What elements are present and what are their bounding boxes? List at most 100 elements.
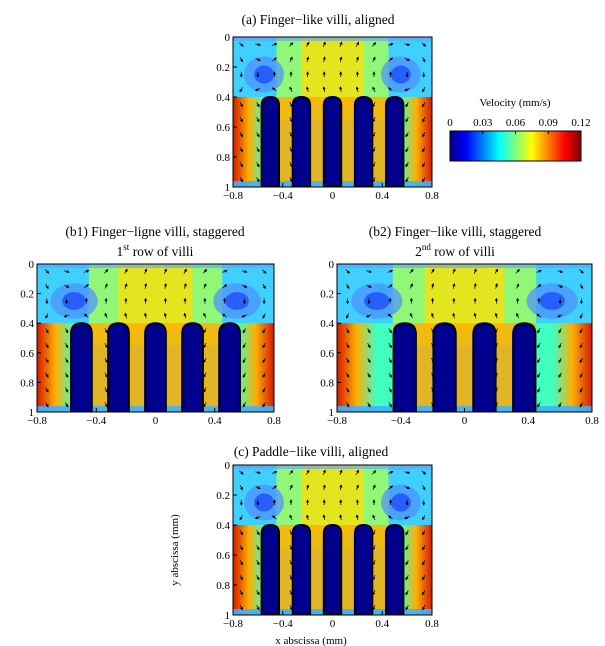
colorbar-tick-label: 0.09 <box>539 117 559 129</box>
y-tick-label: 0.8 <box>320 377 334 389</box>
panel-b1-title: (b1) Finger−ligne villi, staggered <box>65 224 245 239</box>
velocity-arrow <box>579 313 583 319</box>
villus <box>353 95 374 187</box>
velocity-arrow <box>422 515 426 521</box>
y-tick-label: 0.6 <box>216 550 230 562</box>
velocity-arrow <box>409 312 413 319</box>
velocity-arrow <box>557 314 563 318</box>
velocity-arrow <box>242 372 246 378</box>
velocity-arrow <box>405 147 409 153</box>
velocity-arrow <box>262 357 266 364</box>
y-tick-label: 0.8 <box>20 377 34 389</box>
heatmap-field <box>37 264 274 412</box>
villus <box>432 322 457 412</box>
velocity-arrow <box>537 372 541 378</box>
velocity-arrow <box>537 387 541 393</box>
velocity-arrow <box>388 57 394 62</box>
velocity-arrow <box>431 328 435 334</box>
velocity-arrow <box>104 402 108 408</box>
velocity-arrow <box>516 283 520 289</box>
velocity-arrow <box>322 41 326 47</box>
velocity-arrow <box>289 147 293 153</box>
velocity-arrow <box>104 328 108 334</box>
velocity-arrow <box>452 268 456 274</box>
velocity-arrow <box>494 372 498 378</box>
velocity-arrow <box>289 590 293 596</box>
velocity-arrow <box>558 328 562 334</box>
y-tick-label: 0.2 <box>20 289 34 301</box>
velocity-arrow <box>387 269 394 273</box>
vortex-core <box>225 292 249 310</box>
velocity-arrow <box>355 86 359 93</box>
vortex-core <box>254 65 275 84</box>
velocity-arrow <box>579 283 583 290</box>
velocity-arrow <box>558 343 562 349</box>
velocity-arrow <box>388 357 392 364</box>
velocity-arrow <box>256 545 260 551</box>
velocity-arrow <box>494 312 498 319</box>
field-center-core <box>301 37 364 105</box>
velocity-arrow <box>183 283 187 289</box>
y-tick-label: 0.6 <box>320 348 334 360</box>
velocity-arrow <box>388 515 393 520</box>
velocity-arrow <box>431 402 435 408</box>
velocity-arrow <box>322 469 326 475</box>
velocity-arrow <box>239 560 243 566</box>
velocity-arrow <box>372 484 376 490</box>
velocity-arrow <box>339 86 343 93</box>
velocity-arrow <box>271 87 277 92</box>
x-axis-label: x abscissa (mm) <box>275 635 347 646</box>
velocity-arrow <box>421 42 427 47</box>
x-tick-label: −0.8 <box>223 190 243 202</box>
velocity-arrow <box>65 387 69 393</box>
velocity-arrow <box>422 560 426 566</box>
villus <box>144 322 167 412</box>
velocity-arrow <box>355 56 359 63</box>
velocity-arrow <box>405 117 409 123</box>
velocity-arrow <box>45 387 49 393</box>
velocity-arrow <box>405 177 409 183</box>
velocity-arrow <box>536 313 542 318</box>
x-tick-label: 0.4 <box>375 190 389 202</box>
velocity-arrow <box>45 328 49 334</box>
velocity-arrow <box>558 372 562 378</box>
velocity-arrow <box>345 269 351 274</box>
velocity-arrow <box>239 42 244 47</box>
velocity-arrow <box>203 387 207 393</box>
velocity-arrow <box>422 177 426 183</box>
velocity-arrow <box>372 177 376 183</box>
velocity-arrow <box>239 530 243 536</box>
velocity-arrow <box>104 343 108 349</box>
velocity-arrow <box>239 87 243 93</box>
velocity-arrow <box>203 372 207 378</box>
velocity-arrow <box>579 269 584 274</box>
velocity-arrow <box>203 402 207 408</box>
villus <box>107 322 130 412</box>
panel-b1-subtitle: 1st row of villi <box>117 242 194 259</box>
velocity-arrow <box>289 470 294 475</box>
x-tick-label: 0.8 <box>267 415 281 427</box>
panel-a: −0.8 −0.4 0 0.4 0.8 0 0.2 0.4 0.6 0.8 1 <box>216 32 439 202</box>
velocity-arrow <box>242 402 246 408</box>
velocity-arrow <box>239 102 243 108</box>
villus <box>322 95 343 187</box>
villus <box>322 523 343 615</box>
y-tick-label: 0.2 <box>216 62 230 74</box>
y-tick-label: 1 <box>225 182 231 194</box>
velocity-arrow <box>272 57 277 62</box>
velocity-arrow <box>579 357 583 364</box>
velocity-arrow <box>346 387 350 393</box>
velocity-arrow <box>83 313 89 318</box>
villus <box>260 95 281 187</box>
x-tick-label: 0.8 <box>425 190 439 202</box>
velocity-arrow <box>271 470 278 474</box>
velocity-arrow <box>494 268 499 274</box>
velocity-arrow <box>558 387 562 393</box>
y-tick-label: 1 <box>29 407 35 419</box>
velocity-arrow <box>494 387 498 393</box>
velocity-arrow <box>422 132 426 138</box>
velocity-arrow <box>372 147 376 153</box>
x-tick-label: −0.8 <box>327 415 347 427</box>
field-center-core <box>301 465 364 533</box>
velocity-arrow <box>339 469 343 475</box>
